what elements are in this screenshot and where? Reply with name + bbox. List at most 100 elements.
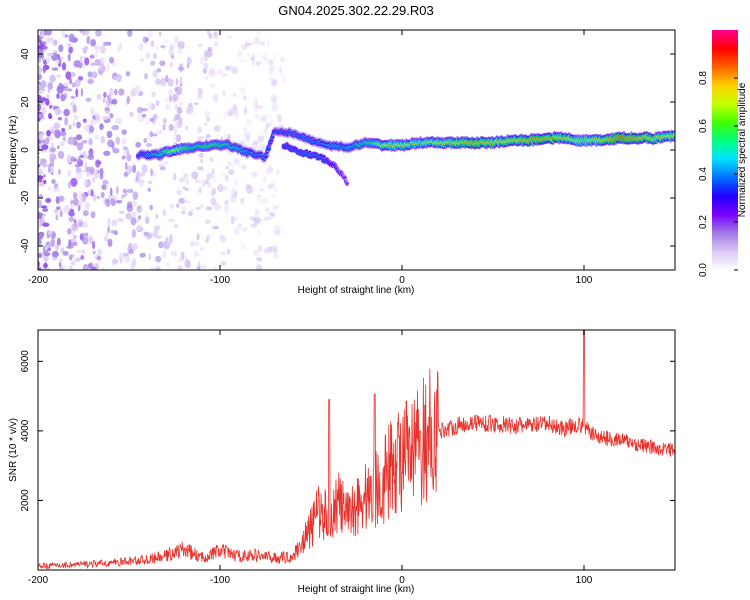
noise-blob: [250, 142, 258, 151]
noise-blob: [256, 257, 263, 263]
noise-blob: [237, 49, 242, 59]
noise-blob: [56, 85, 64, 94]
noise-blob: [81, 195, 87, 203]
noise-blob: [38, 267, 42, 270]
noise-blob: [228, 169, 235, 175]
noise-blob: [177, 119, 183, 128]
noise-blob: [49, 74, 56, 83]
noise-blob: [81, 169, 87, 174]
noise-blob: [209, 156, 214, 163]
noise-blob: [111, 98, 118, 105]
noise-blob: [144, 211, 148, 216]
noise-blob: [183, 200, 191, 204]
noise-blob: [38, 73, 43, 81]
colorbar-tick-label: 0.8: [698, 71, 709, 85]
y-tick-label: 4000: [20, 419, 31, 442]
noise-blob: [157, 163, 165, 167]
noise-blob: [68, 216, 75, 223]
noise-blob: [176, 106, 183, 115]
noise-blob: [169, 94, 172, 103]
noise-blob: [40, 32, 44, 38]
noise-blob: [47, 247, 52, 252]
noise-blob: [258, 245, 263, 253]
noise-blob: [270, 79, 278, 87]
noise-blob: [197, 135, 204, 140]
noise-blob: [44, 249, 48, 253]
noise-blob: [214, 202, 222, 212]
noise-blob: [106, 130, 113, 139]
noise-blob: [224, 65, 232, 71]
noise-blob: [179, 101, 184, 107]
noise-blob: [151, 133, 158, 137]
noise-blob: [141, 108, 148, 112]
noise-blob: [47, 82, 53, 90]
noise-blob: [74, 257, 82, 262]
noise-blob: [280, 56, 285, 62]
noise-blob: [241, 164, 247, 170]
noise-blob: [159, 166, 166, 171]
snr-frame: [37, 329, 676, 571]
noise-blob: [47, 186, 52, 191]
noise-blob: [135, 84, 142, 94]
noise-blob: [263, 126, 269, 134]
colorbar-tick-label: 0.2: [698, 215, 709, 229]
noise-blob: [145, 37, 149, 42]
noise-blob: [259, 187, 264, 192]
noise-blob: [49, 104, 52, 109]
noise-blob: [249, 216, 256, 221]
noise-blob: [44, 137, 50, 145]
noise-blob: [38, 175, 44, 180]
noise-blob: [268, 59, 274, 66]
noise-blob: [179, 76, 183, 84]
noise-blob: [262, 132, 268, 137]
noise-blob: [254, 104, 258, 113]
noise-blob: [106, 63, 110, 72]
noise-blob: [86, 36, 90, 45]
noise-blob: [49, 136, 54, 141]
noise-blob: [173, 132, 177, 142]
noise-blob: [210, 83, 216, 88]
noise-blob: [221, 73, 228, 77]
noise-blob: [93, 250, 96, 255]
noise-blob: [213, 125, 221, 132]
noise-blob: [198, 43, 203, 48]
noise-blob: [103, 150, 111, 156]
spectrogram-y-ticks: -40 -20 0 20 40: [20, 48, 675, 253]
noise-blob: [136, 223, 142, 232]
noise-blob: [65, 71, 72, 80]
noise-blob: [43, 174, 46, 178]
noise-blob: [234, 111, 240, 119]
noise-blob: [60, 141, 65, 147]
noise-blob: [113, 76, 119, 80]
noise-blob: [127, 188, 134, 193]
noise-blob: [122, 146, 128, 151]
noise-blob: [138, 179, 145, 188]
noise-blob: [279, 66, 282, 74]
noise-blob: [239, 242, 247, 251]
noise-blob: [82, 30, 90, 36]
noise-blob: [256, 105, 264, 110]
noise-blob: [282, 75, 285, 84]
noise-blob: [259, 61, 263, 65]
noise-blob: [115, 136, 121, 145]
noise-blob: [267, 164, 271, 172]
noise-blob: [213, 41, 219, 48]
x-tick-label: 100: [576, 275, 593, 286]
noise-blob: [97, 196, 100, 199]
noise-blob: [272, 204, 277, 212]
noise-blob: [87, 154, 95, 161]
noise-blob: [41, 80, 46, 88]
noise-blob: [197, 126, 203, 134]
noise-blob: [224, 199, 229, 206]
noise-blob: [256, 60, 261, 67]
noise-blob: [132, 191, 139, 200]
noise-blob: [156, 129, 164, 134]
noise-blob: [38, 199, 42, 209]
noise-blob: [68, 33, 75, 43]
noise-blob: [59, 195, 63, 203]
noise-blob: [211, 168, 215, 175]
noise-blob: [138, 43, 144, 51]
noise-blob: [116, 185, 119, 195]
noise-blob: [256, 267, 263, 270]
